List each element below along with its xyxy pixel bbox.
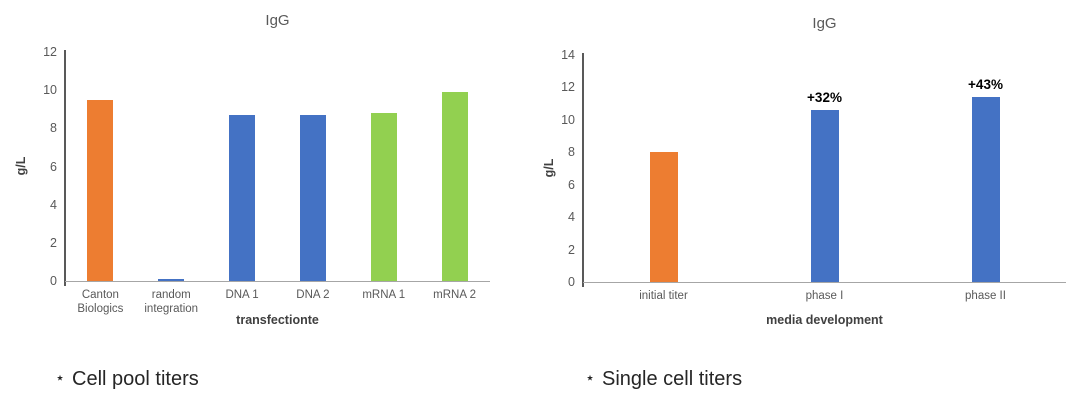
caption-cell-pool-titers: ⋆ Cell pool titers [55, 368, 199, 391]
y-tick-label: 10 [561, 112, 575, 127]
bar-canton-biologics [87, 99, 114, 281]
bar-mrna-2 [441, 92, 468, 281]
y-tick-label: 0 [568, 275, 575, 289]
x-axis-title: transfectionte [236, 313, 319, 327]
data-label: +32% [807, 90, 842, 106]
y-tick-label: 12 [43, 45, 57, 59]
y-axis-line [582, 53, 584, 287]
x-tick-label: Canton Biologics [77, 289, 124, 316]
y-axis-line [64, 50, 66, 286]
y-tick-label: 8 [50, 121, 57, 136]
x-tick-label: phase II [965, 290, 1006, 302]
x-tick-label: random integration [144, 289, 199, 316]
star-bullet-icon: ⋆ [585, 370, 596, 387]
data-label: +43% [968, 77, 1003, 93]
y-tick-label: 6 [50, 159, 57, 174]
caption-single-cell-titers: ⋆ Single cell titers [585, 368, 742, 391]
x-tick-label: mRNA 2 [433, 289, 476, 301]
caption-text: Single cell titers [602, 368, 743, 390]
x-axis-title: media development [766, 313, 883, 327]
x-tick-label: initial titer [639, 290, 688, 302]
star-bullet-icon: ⋆ [55, 370, 66, 387]
y-tick-label: 12 [561, 80, 575, 95]
bar-mrna-1 [370, 113, 397, 281]
y-tick-label: 10 [43, 83, 57, 98]
bar-phase-i [810, 110, 839, 282]
y-tick-label: 4 [568, 210, 575, 225]
x-tick-label: DNA 2 [296, 289, 330, 301]
y-tick-label: 14 [561, 48, 575, 62]
plot-area: 0 2 4 6 8 10 12 Canton Biologics random integrat… [43, 45, 490, 315]
plot-area: 0 2 4 6 8 10 12 14 initial titer +32% phase I +43% p… [561, 48, 1066, 302]
chart-title: IgG [265, 12, 290, 29]
caption-text: Cell pool titers [72, 368, 199, 390]
x-tick-label: DNA 1 [225, 289, 259, 301]
bar-phase-ii [971, 97, 1000, 282]
chart-cell-pool-titers: IgG g/L 0 2 4 6 8 10 12 Canton Biologics random … [0, 0, 541, 345]
y-tick-label: 4 [50, 197, 57, 212]
y-tick-label: 2 [50, 235, 57, 250]
y-tick-label: 2 [568, 242, 575, 257]
bar-initial-titer [649, 152, 678, 282]
bar-random-integration [158, 279, 185, 281]
bar-dna-2 [299, 114, 326, 281]
chart-title: IgG [812, 15, 837, 32]
y-tick-label: 0 [50, 274, 57, 288]
x-tick-label: phase I [805, 290, 844, 302]
y-tick-label: 8 [568, 145, 575, 160]
chart-single-cell-titers: IgG g/L 0 2 4 6 8 10 12 14 initial titer +32% phas… [541, 0, 1082, 345]
x-axis-line [583, 282, 1066, 283]
y-axis-title: g/L [542, 158, 556, 178]
x-axis-line [65, 281, 490, 282]
x-tick-label: mRNA 1 [362, 289, 406, 301]
bar-dna-1 [229, 114, 256, 281]
y-tick-label: 6 [568, 177, 575, 192]
